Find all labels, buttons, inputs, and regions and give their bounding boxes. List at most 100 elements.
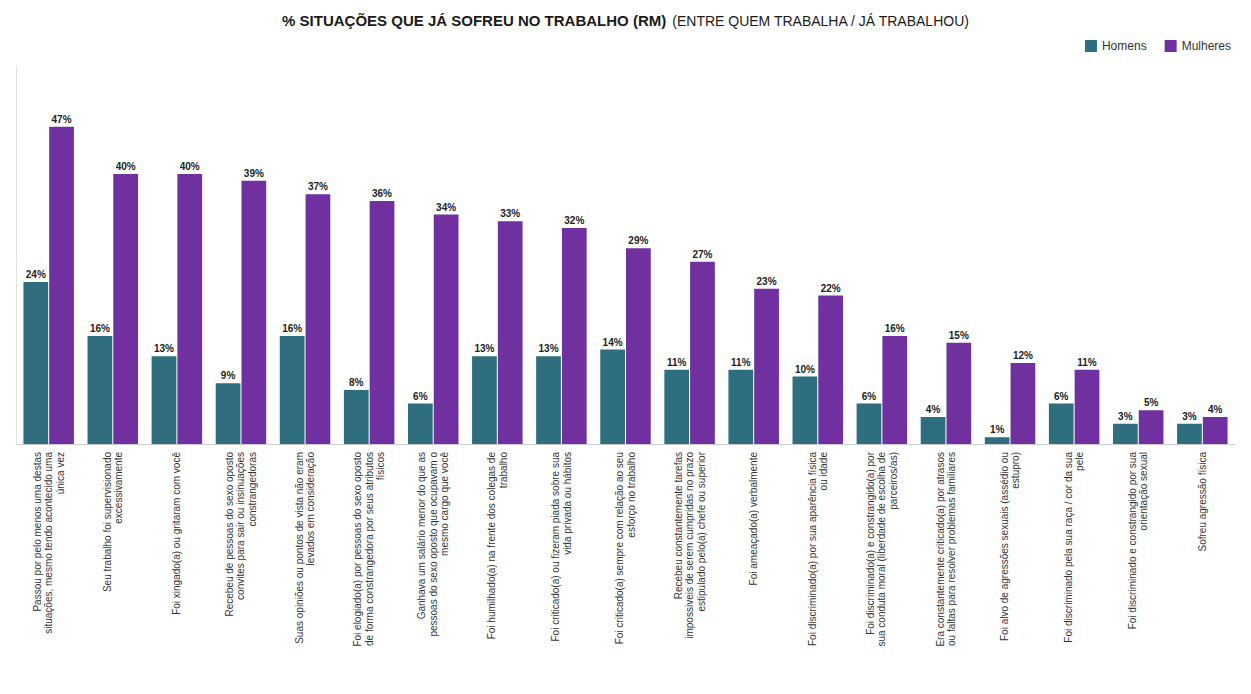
x-tick: Suas opiniões ou pontos de vista não era…	[294, 444, 317, 644]
bar	[113, 174, 138, 444]
legend-label: Mulheres	[1182, 39, 1231, 53]
data-label: 4%	[926, 404, 941, 415]
data-label: 6%	[413, 391, 428, 402]
bar	[216, 383, 241, 444]
data-label: 40%	[180, 161, 200, 172]
x-tick-label: Foi discriminado e constrangido por suao…	[1127, 452, 1150, 630]
bar	[152, 356, 177, 444]
x-tick-label: Foi ameaçado(a) verbalmente	[748, 452, 759, 586]
data-labels: 24%16%13%9%16%8%6%13%13%14%11%11%10%6%4%…	[26, 114, 1223, 436]
data-label: 29%	[628, 235, 648, 246]
bar	[793, 377, 818, 445]
data-label: 15%	[949, 330, 969, 341]
bar	[280, 336, 305, 444]
data-label: 36%	[372, 188, 392, 199]
x-tick-label: Sofreu agressão física	[1197, 452, 1208, 552]
x-tick-label: Suas opiniões ou pontos de vista não era…	[294, 452, 317, 644]
x-tick: Foi elogiado(a) por pessoas do sexo opos…	[352, 444, 386, 647]
x-tick: Foi humilhado(a) na frente dos colegas d…	[486, 444, 509, 639]
x-tick-label: Passou por pelo menos uma destassituaçõe…	[32, 452, 66, 634]
bar	[306, 194, 331, 444]
bar	[857, 404, 882, 445]
x-axis: Passou por pelo menos uma destassituaçõe…	[17, 444, 1236, 647]
x-tick-label: Seu trabalho foi supervisionadoexcessiva…	[102, 452, 125, 593]
data-label: 12%	[1013, 350, 1033, 361]
data-label: 27%	[692, 249, 712, 260]
x-tick: Foi ameaçado(a) verbalmente	[748, 444, 759, 585]
y-axis	[16, 67, 17, 445]
x-tick-label: Foi criticado(a) sempre com relação ao s…	[614, 452, 637, 645]
x-tick: Foi discriminado e constrangido por suao…	[1127, 444, 1150, 629]
data-label: 8%	[349, 377, 364, 388]
data-label: 40%	[116, 161, 136, 172]
x-tick-label: Foi xingado(a) ou gritaram com você	[171, 452, 182, 615]
x-tick-label: Foi humilhado(a) na frente dos colegas d…	[486, 452, 509, 640]
data-label: 9%	[221, 370, 236, 381]
x-tick-label: Foi discriminado(a) e constrangido(a) po…	[865, 451, 899, 646]
x-tick-label: Era constantemente criticado(a) por atra…	[935, 452, 958, 647]
data-label: 3%	[1182, 411, 1197, 422]
bar	[818, 296, 843, 445]
x-tick: Era constantemente criticado(a) por atra…	[935, 444, 958, 647]
x-axis-line	[17, 444, 1236, 445]
bar	[562, 228, 587, 444]
data-label: 32%	[564, 215, 584, 226]
bar	[177, 174, 202, 444]
data-label: 6%	[862, 391, 877, 402]
x-tick: Foi discriminado(a) por sua aparência fí…	[807, 444, 830, 646]
bar	[241, 181, 266, 444]
bar	[626, 248, 651, 444]
bar	[23, 282, 48, 444]
x-tick-label: Recebeu de pessoas do sexo opostoconvite…	[224, 452, 258, 617]
bar	[370, 201, 395, 444]
legend-item: Homens	[1085, 39, 1147, 53]
bar	[921, 417, 946, 444]
x-tick: Recebeu de pessoas do sexo opostoconvite…	[224, 444, 258, 617]
x-tick: Passou por pelo menos uma destassituaçõe…	[32, 444, 66, 634]
data-label: 23%	[757, 276, 777, 287]
data-label: 34%	[436, 202, 456, 213]
bar	[49, 127, 74, 444]
data-label: 10%	[795, 364, 815, 375]
legend-swatch	[1085, 40, 1097, 52]
data-label: 33%	[500, 208, 520, 219]
data-label: 11%	[731, 357, 751, 368]
bar	[985, 437, 1010, 444]
x-tick: Foi xingado(a) ou gritaram com você	[171, 444, 182, 615]
data-label: 39%	[244, 168, 264, 179]
bar	[1203, 417, 1228, 444]
bar	[344, 390, 369, 444]
bar	[754, 289, 779, 444]
legend-swatch	[1165, 40, 1177, 52]
x-tick: Foi discriminado pela sua raça / cor da …	[1063, 444, 1086, 643]
data-label: 11%	[667, 357, 687, 368]
data-label: 11%	[1077, 357, 1097, 368]
legend-label: Homens	[1102, 39, 1147, 53]
data-label: 24%	[26, 269, 46, 280]
title-main: % SITUAÇÕES QUE JÁ SOFREU NO TRABALHO (R…	[282, 12, 666, 29]
legend-item: Mulheres	[1165, 39, 1231, 53]
x-tick-label: Ganhava um salário menor do que aspessoa…	[416, 452, 450, 637]
data-label: 13%	[539, 343, 559, 354]
x-tick: Foi alvo de agressões sexuais (assédio o…	[999, 444, 1022, 641]
bar	[1113, 424, 1138, 444]
x-tick: Foi discriminado(a) e constrangido(a) po…	[865, 444, 899, 647]
data-label: 6%	[1054, 391, 1069, 402]
legend: Homens Mulheres	[1085, 39, 1231, 53]
bar	[88, 336, 113, 444]
bar	[690, 262, 715, 444]
data-label: 47%	[52, 114, 72, 125]
x-tick: Seu trabalho foi supervisionadoexcessiva…	[102, 444, 125, 592]
y-axis-line	[16, 67, 17, 445]
x-tick-label: Recebeu constantemente tarefasimpossivei…	[673, 451, 707, 638]
x-tick: Foi criticado(a) sempre com relação ao s…	[614, 444, 637, 644]
x-tick-label: Foi alvo de agressões sexuais (assédio o…	[999, 452, 1022, 641]
bars	[23, 127, 1227, 444]
bar	[434, 215, 459, 445]
data-label: 4%	[1208, 404, 1223, 415]
bar	[1139, 410, 1164, 444]
bar-series	[49, 127, 1227, 444]
x-tick-label: Foi discriminado pela sua raça / cor da …	[1063, 452, 1086, 643]
bar	[600, 350, 625, 445]
bar	[408, 404, 433, 445]
